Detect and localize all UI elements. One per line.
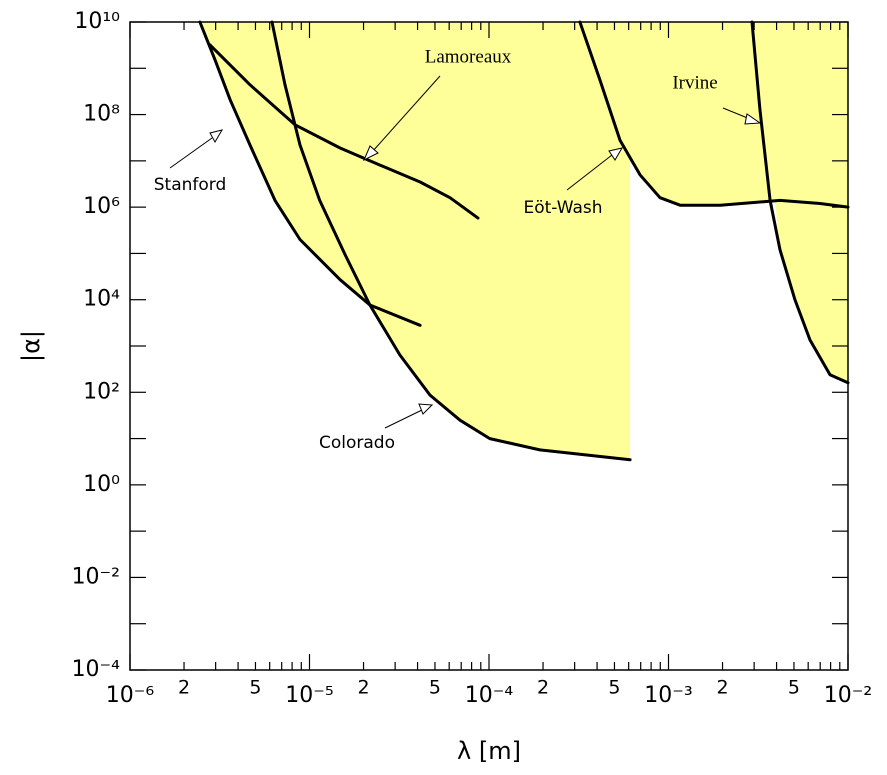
x-tick-label: 5 — [429, 677, 441, 699]
x-tick-label: 10⁻⁵ — [285, 683, 333, 708]
x-tick-label: 10⁻² — [824, 683, 872, 708]
limit-curve — [578, 20, 850, 209]
y-tick-label: 10² — [83, 379, 120, 404]
x-tick-label: 5 — [608, 677, 620, 699]
limit-curve — [208, 43, 480, 220]
y-tick-label: 10⁴ — [83, 287, 120, 312]
arrowhead — [209, 129, 224, 144]
excluded-region — [199, 22, 631, 460]
x-tick-label: 2 — [178, 677, 190, 699]
line-layer — [198, 20, 850, 462]
y-tick-label: 10¹⁰ — [74, 9, 120, 34]
x-tick-label: 10⁻⁶ — [106, 683, 155, 708]
limit-curve — [750, 20, 850, 385]
arrowhead — [608, 147, 624, 161]
y-axis-label: |α| — [17, 330, 45, 362]
tick-layer: 10⁻⁶ 10⁻⁵ 10⁻⁴ 10⁻³ 10⁻² 2 5 2 5 2 5 2 5 10⁻⁴ 10⁻² 10⁰ 1… — [72, 9, 873, 708]
x-tick-label: 2 — [716, 677, 728, 699]
arrow — [384, 409, 423, 429]
arrow — [722, 107, 751, 120]
x-tick-label: 2 — [537, 677, 549, 699]
x-tick-label: 10⁻³ — [644, 683, 692, 708]
x-tick-label: 5 — [788, 677, 800, 699]
x-tick-label: 2 — [357, 677, 369, 699]
annotation: Irvine — [672, 72, 717, 93]
arrow — [371, 75, 441, 153]
arrowhead — [744, 113, 762, 125]
y-tick-label: 10⁻⁴ — [72, 657, 121, 682]
plot-frame — [129, 21, 849, 671]
y-tick-label: 10⁸ — [83, 102, 120, 127]
arrowhead — [418, 403, 434, 415]
x-tick-label: 10⁻⁴ — [465, 683, 514, 708]
excluded-region — [579, 22, 848, 383]
x-tick-label: 5 — [249, 677, 261, 699]
annotation: Stanford — [154, 175, 227, 195]
limit-curve — [270, 20, 632, 462]
annotation: Lamoreaux — [425, 46, 512, 67]
arrowhead — [363, 145, 379, 162]
y-tick-label: 10⁰ — [83, 472, 120, 497]
y-tick-label: 10⁶ — [83, 194, 120, 219]
annotation: Colorado — [319, 433, 395, 453]
x-axis-label: λ [m] — [457, 737, 521, 765]
annotation: Eöt-Wash — [523, 198, 602, 218]
y-tick-label: 10⁻² — [72, 564, 120, 589]
arrow — [169, 137, 213, 169]
arrow — [566, 154, 613, 191]
limit-curve — [198, 20, 422, 327]
fill-layer — [199, 22, 848, 460]
